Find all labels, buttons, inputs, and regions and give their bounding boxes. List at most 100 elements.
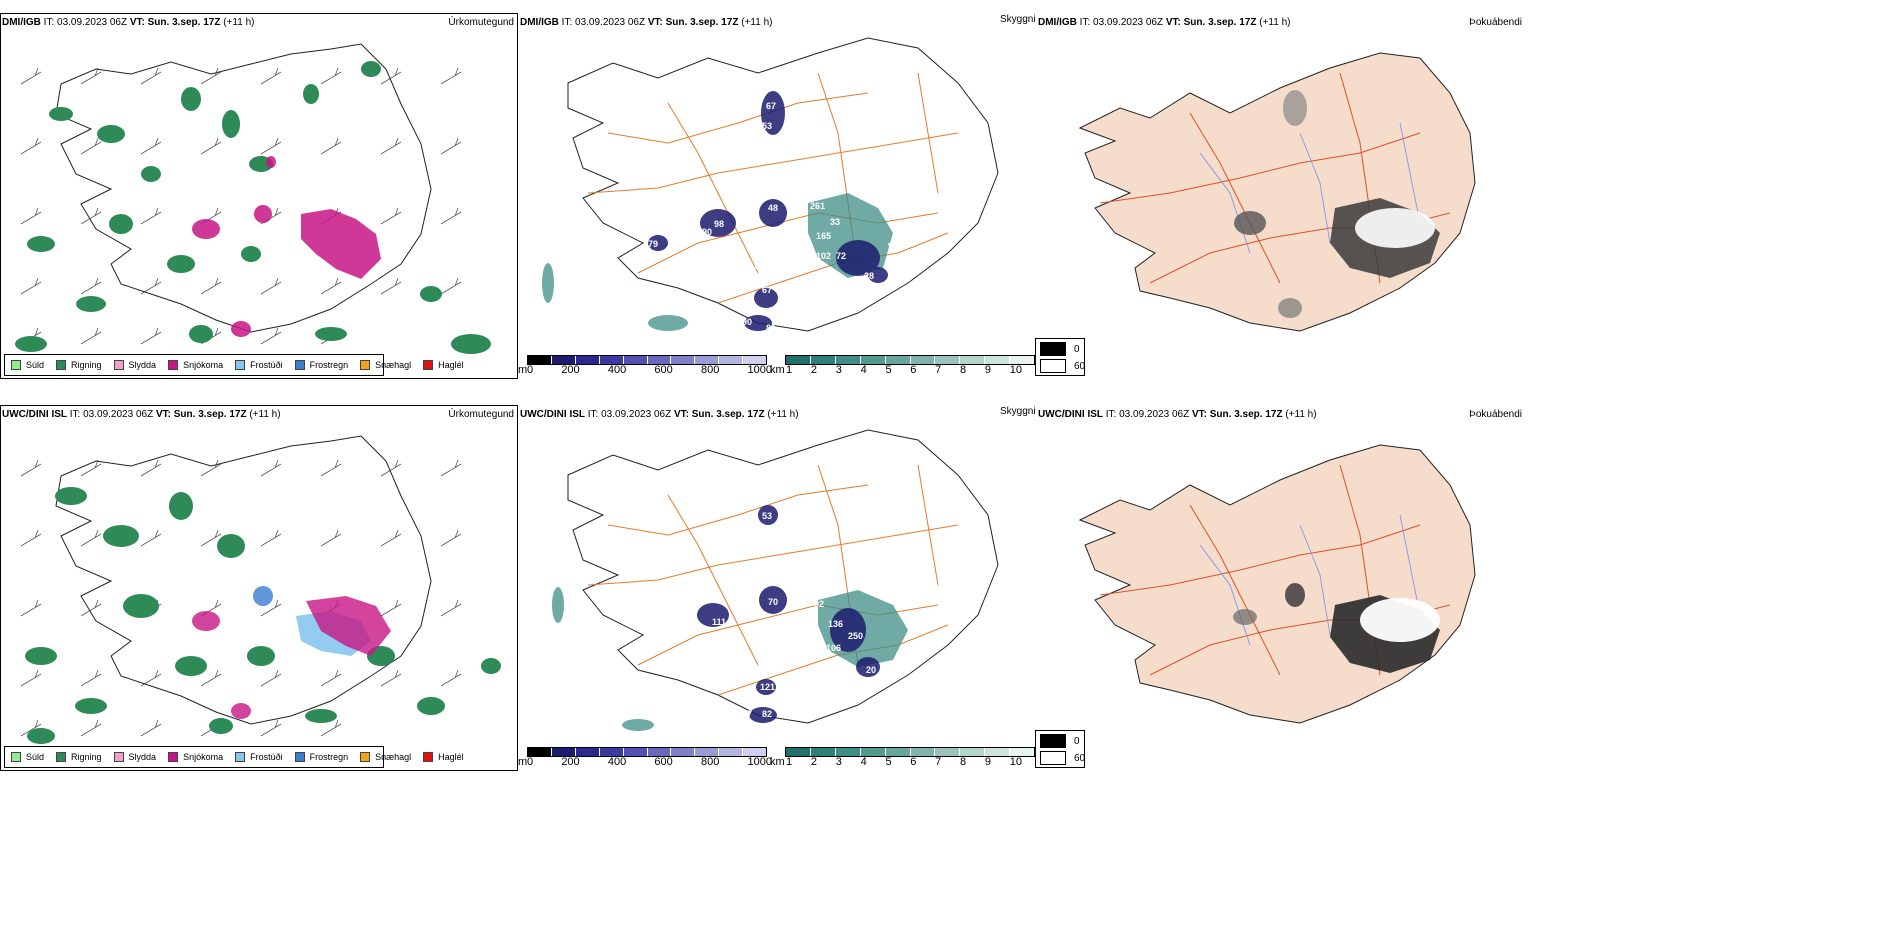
fog-areas <box>1233 583 1440 673</box>
tick: 9 <box>984 756 991 768</box>
vis-map-1: 67 53 94 48 98 90 79 261 33 165 94 102 7… <box>542 37 999 333</box>
legend-swatch <box>235 360 246 370</box>
it-value: 03.09.2023 06Z <box>1119 409 1190 420</box>
snow-label: 261 <box>810 201 825 211</box>
cbar-step <box>935 748 961 756</box>
vis-header-2: UWC/DINI ISL IT: 03.09.2023 06Z VT: Sun.… <box>520 409 799 421</box>
snow-ticks-2: 0 200 400 600 800 1000 <box>527 756 772 768</box>
fog-header-2: UWC/DINI ISL IT: 03.09.2023 06Z VT: Sun.… <box>1038 409 1317 421</box>
vis-ticks-2: 1 2 3 4 5 6 7 8 9 10 <box>786 756 1022 768</box>
cbar-step <box>743 356 767 364</box>
legend-swatch <box>423 752 434 762</box>
snow-label: 53 <box>762 511 772 521</box>
legend-item: Snjókoma <box>168 752 223 762</box>
lead-time: (+11 h) <box>741 17 773 28</box>
snow-label: 28 <box>864 271 874 281</box>
cloud-legend-item: 60 <box>1040 359 1085 373</box>
tick: 6 <box>910 364 917 376</box>
snow-depth-areas <box>697 505 880 723</box>
snow-label: 53 <box>762 121 772 131</box>
cloud-legend-2: 0 60 <box>1035 730 1085 768</box>
fog-title-2: Þokuábendi <box>1469 409 1522 420</box>
it-value: 03.09.2023 06Z <box>83 409 154 420</box>
cbar-step <box>910 748 936 756</box>
legend-swatch <box>11 360 21 370</box>
cbar-step <box>910 356 936 364</box>
tick: 1 <box>786 756 793 768</box>
legend-item: Frostregn <box>294 752 348 762</box>
snow-depth-areas <box>648 91 888 331</box>
snow-label: 31 <box>754 261 764 271</box>
tick: 1 <box>786 364 793 376</box>
tick: 3 <box>835 756 842 768</box>
ptype-map-1 <box>15 43 491 354</box>
snow-label: 98 <box>714 219 724 229</box>
tick: 0 <box>527 756 534 768</box>
tick: 2 <box>810 756 817 768</box>
legend-swatch <box>168 752 179 762</box>
snow-label: 48 <box>768 203 778 213</box>
cbar-step <box>743 748 767 756</box>
legend-item: Súld <box>11 752 44 762</box>
snow-label: 136 <box>828 619 843 629</box>
legend-swatch <box>56 752 67 762</box>
lead-time: (+11 h) <box>767 409 799 420</box>
legend-swatch <box>113 752 124 762</box>
cbar-step <box>935 356 961 364</box>
iceland-land <box>1078 52 1476 332</box>
legend-swatch <box>168 360 179 370</box>
legend-swatch <box>235 752 246 762</box>
tick: 10 <box>1009 756 1022 768</box>
snow-label: 111 <box>712 617 726 627</box>
snow-label: 77 <box>742 709 752 719</box>
precip-legend-2: Súld Rigning Slydda Snjókoma Frostúði Fr… <box>4 746 464 768</box>
cbar-step <box>860 356 886 364</box>
cbar-step <box>835 748 861 756</box>
vis-title-2: Skyggni <box>1000 406 1036 417</box>
iceland-outline <box>55 43 432 333</box>
fog-panel-1 <box>1040 13 1530 353</box>
cbar-step <box>575 748 600 756</box>
snow-label: 70 <box>768 597 778 607</box>
legend-swatch <box>423 360 434 370</box>
it-label: IT: <box>1079 17 1091 28</box>
snow-label: 82 <box>762 709 772 719</box>
tick: 600 <box>654 756 673 768</box>
legend-item: Frostúði <box>235 360 283 370</box>
cbar-step <box>960 356 986 364</box>
vt-value: VT: Sun. 3.sep. 17Z <box>1191 409 1283 420</box>
legend-swatch <box>360 360 371 370</box>
tick: 800 <box>700 756 720 768</box>
cbar-step <box>719 356 744 364</box>
tick: 7 <box>935 364 942 376</box>
rivers <box>1199 514 1421 646</box>
cbar-step <box>885 748 911 756</box>
tick: 600 <box>654 364 673 376</box>
ptype-title-1: Úrkomutegund <box>448 17 514 28</box>
ptype-map-2 <box>20 435 501 744</box>
legend-item: Slydda <box>113 752 156 762</box>
legend-item: Frostúði <box>235 752 283 762</box>
cbar-step <box>528 748 552 756</box>
snow-label: 121 <box>760 682 775 692</box>
it-value: 03.09.2023 06Z <box>57 17 128 28</box>
cloud-legend-item: 0 <box>1040 734 1080 748</box>
tick: 8 <box>960 364 967 376</box>
cloud-swatch <box>1040 751 1066 765</box>
snow-label: 79 <box>648 239 658 249</box>
cbar-step <box>1010 748 1035 756</box>
iceland-land <box>1078 444 1476 724</box>
tick: 1000 <box>747 364 772 376</box>
tick: 9 <box>984 364 991 376</box>
ptype-panel-1 <box>0 13 518 379</box>
cbar-step <box>960 748 986 756</box>
ptype-panel-2 <box>0 405 518 771</box>
ptype-title-2: Úrkomutegund <box>448 409 514 420</box>
snow-label: 92 <box>814 599 824 609</box>
cloud-swatch <box>1040 342 1066 356</box>
cbar-step <box>786 356 811 364</box>
wind-barbs <box>20 459 462 737</box>
rain-areas <box>15 61 491 354</box>
snow-colorbar-2 <box>527 747 767 757</box>
cbar-step <box>885 356 911 364</box>
